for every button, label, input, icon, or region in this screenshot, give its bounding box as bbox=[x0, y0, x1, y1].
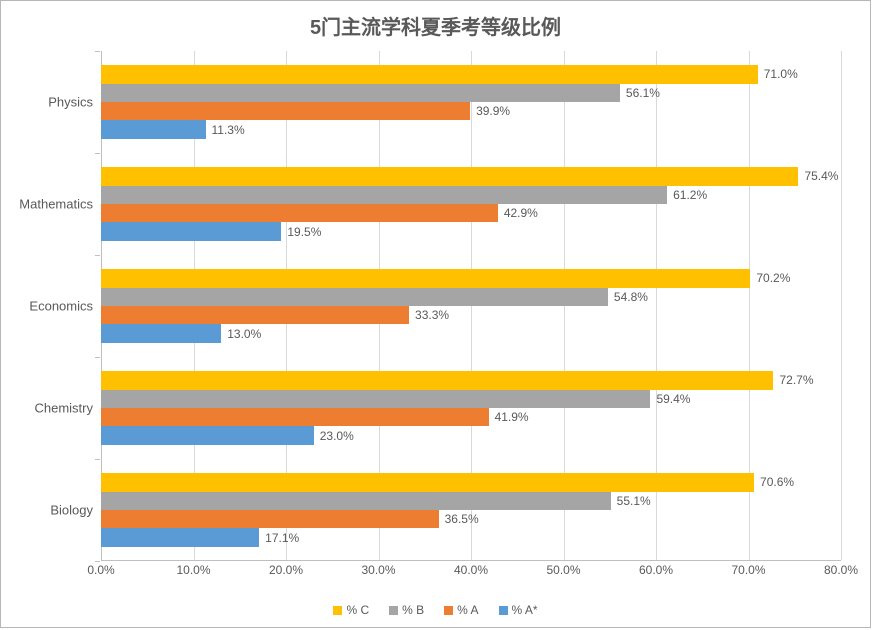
bar-value-label: 33.3% bbox=[415, 308, 449, 322]
x-tick-label: 0.0% bbox=[87, 563, 114, 577]
bar-value-label: 13.0% bbox=[227, 327, 261, 341]
legend-item: % C bbox=[333, 603, 369, 617]
bar-value-label: 36.5% bbox=[445, 512, 479, 526]
bar: 19.5% bbox=[101, 222, 281, 240]
y-tick bbox=[95, 459, 100, 460]
x-tick-label: 30.0% bbox=[361, 563, 395, 577]
bar: 56.1% bbox=[101, 84, 620, 102]
chart-frame: 5门主流学科夏季考等级比例 0.0%10.0%20.0%30.0%40.0%50… bbox=[0, 0, 871, 628]
y-axis-label: Economics bbox=[1, 299, 93, 314]
bar: 61.2% bbox=[101, 186, 667, 204]
bar: 17.1% bbox=[101, 528, 259, 546]
y-axis-label: Physics bbox=[1, 95, 93, 110]
legend-label: % A* bbox=[512, 603, 538, 617]
bar-value-label: 59.4% bbox=[656, 392, 690, 406]
legend-label: % A bbox=[457, 603, 478, 617]
bar-value-label: 42.9% bbox=[504, 206, 538, 220]
chart-title: 5门主流学科夏季考等级比例 bbox=[1, 1, 870, 48]
x-tick-label: 20.0% bbox=[269, 563, 303, 577]
legend-item: % A bbox=[444, 603, 478, 617]
legend-label: % B bbox=[402, 603, 424, 617]
bar: 70.2% bbox=[101, 269, 750, 287]
bar-value-label: 75.4% bbox=[804, 169, 838, 183]
legend-item: % B bbox=[389, 603, 424, 617]
legend-swatch bbox=[389, 606, 398, 615]
bar: 55.1% bbox=[101, 492, 611, 510]
bar-value-label: 70.2% bbox=[756, 271, 790, 285]
y-axis-label: Mathematics bbox=[1, 197, 93, 212]
legend-item: % A* bbox=[499, 603, 538, 617]
category-group: Biology70.6%55.1%36.5%17.1% bbox=[101, 459, 841, 561]
category-group: Chemistry72.7%59.4%41.9%23.0% bbox=[101, 357, 841, 459]
legend: % C % B % A % A* bbox=[1, 603, 870, 617]
bar-value-label: 17.1% bbox=[265, 531, 299, 545]
bar-value-label: 61.2% bbox=[673, 188, 707, 202]
bar-value-label: 71.0% bbox=[764, 67, 798, 81]
bar-value-label: 11.3% bbox=[212, 123, 245, 137]
bar: 41.9% bbox=[101, 408, 489, 426]
bar: 59.4% bbox=[101, 390, 650, 408]
bar-value-label: 70.6% bbox=[760, 475, 794, 489]
x-tick-label: 50.0% bbox=[546, 563, 580, 577]
plot-area: 0.0%10.0%20.0%30.0%40.0%50.0%60.0%70.0%8… bbox=[101, 51, 841, 561]
bar-value-label: 19.5% bbox=[287, 225, 321, 239]
bar-value-label: 54.8% bbox=[614, 290, 648, 304]
bar: 36.5% bbox=[101, 510, 439, 528]
bar: 75.4% bbox=[101, 167, 798, 185]
y-axis-label: Biology bbox=[1, 503, 93, 518]
x-tick-label: 40.0% bbox=[454, 563, 488, 577]
bar: 70.6% bbox=[101, 473, 754, 491]
y-tick bbox=[95, 153, 100, 154]
bar: 54.8% bbox=[101, 288, 608, 306]
bar: 39.9% bbox=[101, 102, 470, 120]
bar-value-label: 41.9% bbox=[495, 410, 529, 424]
legend-label: % C bbox=[346, 603, 369, 617]
x-tick-label: 80.0% bbox=[824, 563, 858, 577]
bar-value-label: 72.7% bbox=[779, 373, 813, 387]
gridline bbox=[841, 51, 842, 560]
y-tick bbox=[95, 255, 100, 256]
bar-value-label: 23.0% bbox=[320, 429, 354, 443]
legend-swatch bbox=[499, 606, 508, 615]
legend-swatch bbox=[333, 606, 342, 615]
bar: 33.3% bbox=[101, 306, 409, 324]
bar: 42.9% bbox=[101, 204, 498, 222]
bar: 13.0% bbox=[101, 324, 221, 342]
x-tick-label: 10.0% bbox=[176, 563, 210, 577]
category-group: Physics71.0%56.1%39.9%11.3% bbox=[101, 51, 841, 153]
x-tick-label: 70.0% bbox=[731, 563, 765, 577]
y-tick bbox=[95, 561, 100, 562]
category-group: Economics70.2%54.8%33.3%13.0% bbox=[101, 255, 841, 357]
bar-value-label: 39.9% bbox=[476, 104, 510, 118]
x-tick-label: 60.0% bbox=[639, 563, 673, 577]
bar: 71.0% bbox=[101, 65, 758, 83]
bar: 72.7% bbox=[101, 371, 773, 389]
bar-value-label: 55.1% bbox=[617, 494, 651, 508]
y-axis-label: Chemistry bbox=[1, 401, 93, 416]
legend-swatch bbox=[444, 606, 453, 615]
bar: 11.3% bbox=[101, 120, 206, 138]
y-tick bbox=[95, 357, 100, 358]
bar: 23.0% bbox=[101, 426, 314, 444]
y-tick bbox=[95, 51, 100, 52]
bar-value-label: 56.1% bbox=[626, 86, 660, 100]
category-group: Mathematics75.4%61.2%42.9%19.5% bbox=[101, 153, 841, 255]
